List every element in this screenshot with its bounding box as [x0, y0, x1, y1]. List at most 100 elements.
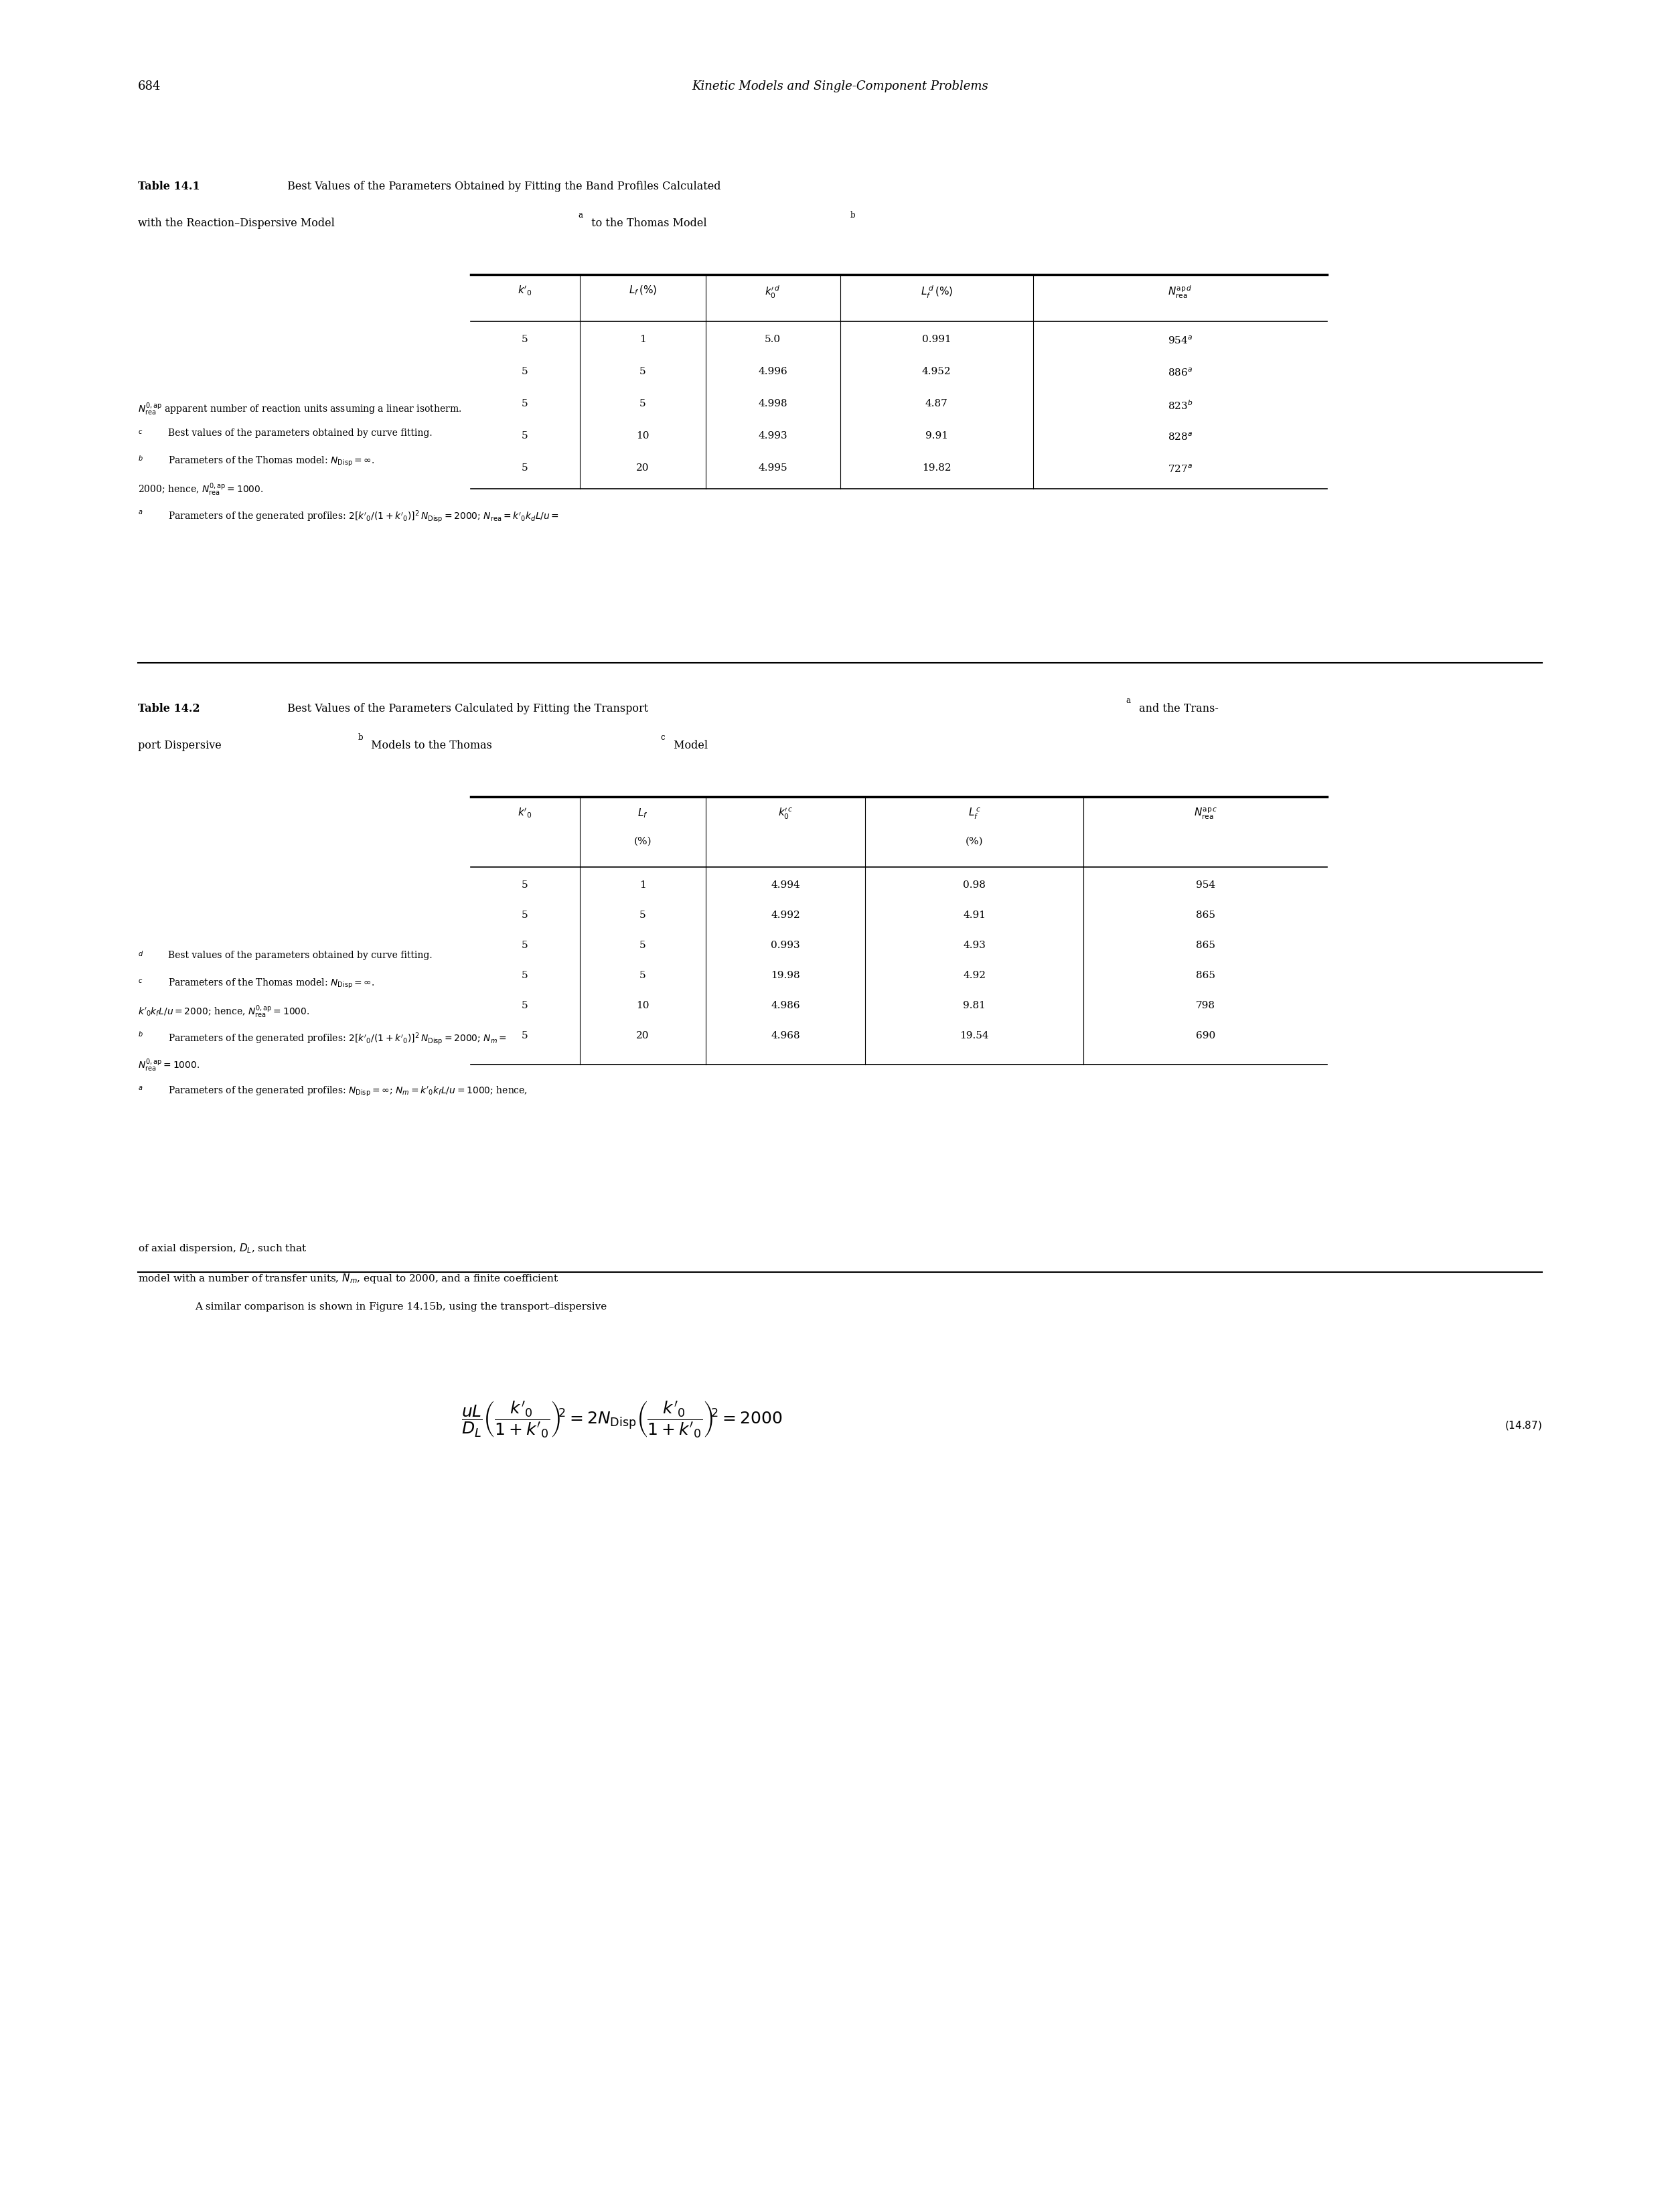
- Text: 4.92: 4.92: [963, 971, 986, 980]
- Text: 10: 10: [637, 431, 648, 440]
- Text: $^{c}$: $^{c}$: [138, 978, 143, 987]
- Text: 5: 5: [522, 368, 528, 376]
- Text: 954$^{a}$: 954$^{a}$: [1168, 335, 1193, 346]
- Text: $k'_0$: $k'_0$: [517, 284, 533, 298]
- Text: c: c: [660, 733, 665, 742]
- Text: 5.0: 5.0: [764, 335, 781, 344]
- Text: 798: 798: [1196, 1000, 1215, 1011]
- Text: $^{d}$: $^{d}$: [138, 952, 143, 961]
- Text: (%): (%): [966, 836, 983, 847]
- Text: Models to the Thomas: Models to the Thomas: [368, 740, 492, 750]
- Text: 9.91: 9.91: [926, 431, 948, 440]
- Text: 20: 20: [637, 1031, 648, 1041]
- Text: 2000; hence, $N_{\rm rea}^{0,\rm ap}=1000$.: 2000; hence, $N_{\rm rea}^{0,\rm ap}=100…: [138, 481, 264, 497]
- Text: (%): (%): [633, 836, 652, 847]
- Text: $k'_0$: $k'_0$: [517, 807, 533, 820]
- Text: 4.992: 4.992: [771, 910, 800, 919]
- Text: $^{a}$: $^{a}$: [138, 510, 143, 519]
- Text: Table 14.2: Table 14.2: [138, 702, 200, 713]
- Text: Table 14.1: Table 14.1: [138, 182, 200, 193]
- Text: 5: 5: [640, 941, 645, 950]
- Text: $L_f^{\,d}\,(\%)$: $L_f^{\,d}\,(\%)$: [921, 284, 953, 300]
- Text: 4.986: 4.986: [771, 1000, 800, 1011]
- Text: 5: 5: [522, 431, 528, 440]
- Text: 5: 5: [640, 971, 645, 980]
- Text: 4.91: 4.91: [963, 910, 986, 919]
- Text: of axial dispersion, $D_L$, such that: of axial dispersion, $D_L$, such that: [138, 1243, 307, 1254]
- Text: $^{b}$: $^{b}$: [138, 1031, 143, 1041]
- Text: 5: 5: [522, 941, 528, 950]
- Text: 0.991: 0.991: [922, 335, 951, 344]
- Text: 10: 10: [637, 1000, 648, 1011]
- Text: 0.98: 0.98: [963, 880, 986, 891]
- Text: 4.968: 4.968: [771, 1031, 800, 1041]
- Text: Parameters of the generated profiles: $N_{\rm Disp}=\infty$; $N_m=k'_0k_fL/u=100: Parameters of the generated profiles: $N…: [168, 1085, 528, 1098]
- Text: a: a: [1126, 696, 1131, 705]
- Text: 9.81: 9.81: [963, 1000, 986, 1011]
- Text: 5: 5: [522, 880, 528, 891]
- Text: b: b: [850, 210, 855, 219]
- Text: Kinetic Models and Single-Component Problems: Kinetic Models and Single-Component Prob…: [692, 81, 988, 92]
- Text: 823$^{b}$: 823$^{b}$: [1168, 398, 1193, 411]
- Text: Parameters of the Thomas model: $N_{\rm Disp}=\infty$.: Parameters of the Thomas model: $N_{\rm …: [168, 978, 375, 991]
- Text: 5: 5: [522, 1031, 528, 1041]
- Text: a: a: [578, 210, 583, 219]
- Text: $N_{\rm rea}^{0,\rm ap}=1000$.: $N_{\rm rea}^{0,\rm ap}=1000$.: [138, 1057, 200, 1074]
- Text: 4.87: 4.87: [926, 398, 948, 409]
- Text: 5: 5: [522, 335, 528, 344]
- Text: $k_0^{\prime\,d}$: $k_0^{\prime\,d}$: [764, 284, 781, 300]
- Text: 865: 865: [1196, 941, 1215, 950]
- Text: 19.54: 19.54: [959, 1031, 990, 1041]
- Text: 865: 865: [1196, 971, 1215, 980]
- Text: 1: 1: [640, 335, 645, 344]
- Text: b: b: [358, 733, 363, 742]
- Text: port Dispersive: port Dispersive: [138, 740, 222, 750]
- Text: 727$^{a}$: 727$^{a}$: [1168, 464, 1193, 475]
- Text: 954: 954: [1196, 880, 1215, 891]
- Text: 20: 20: [637, 464, 648, 473]
- Text: $^{c}$: $^{c}$: [138, 429, 143, 438]
- Text: $\dfrac{uL}{D_L}\left(\dfrac{k'_0}{1+k'_0}\right)^{\!\!2}= 2N_{\rm Disp}\left(\d: $\dfrac{uL}{D_L}\left(\dfrac{k'_0}{1+k'_…: [460, 1400, 783, 1440]
- Text: to the Thomas Model: to the Thomas Model: [588, 217, 707, 230]
- Text: 5: 5: [522, 398, 528, 409]
- Text: Best Values of the Parameters Obtained by Fitting the Band Profiles Calculated: Best Values of the Parameters Obtained b…: [284, 182, 721, 193]
- Text: 4.998: 4.998: [758, 398, 788, 409]
- Text: 5: 5: [640, 368, 645, 376]
- Text: $k'_0k_fL/u=2000$; hence, $N_{\rm rea}^{0,\rm ap}=1000$.: $k'_0k_fL/u=2000$; hence, $N_{\rm rea}^{…: [138, 1004, 309, 1020]
- Text: Parameters of the generated profiles: $2[k'_0/(1+k'_0)]^2\,N_{\rm Disp}=2000$; $: Parameters of the generated profiles: $2…: [168, 510, 559, 525]
- Text: 828$^{a}$: 828$^{a}$: [1168, 431, 1193, 442]
- Text: $^{a}$: $^{a}$: [138, 1085, 143, 1094]
- Text: Parameters of the Thomas model: $N_{\rm Disp}=\infty$.: Parameters of the Thomas model: $N_{\rm …: [168, 455, 375, 468]
- Text: A similar comparison is shown in Figure 14.15b, using the transport–dispersive: A similar comparison is shown in Figure …: [195, 1302, 606, 1311]
- Text: $L_f^{\,c}$: $L_f^{\,c}$: [968, 807, 981, 820]
- Text: $(14.87)$: $(14.87)$: [1505, 1420, 1542, 1431]
- Text: and the Trans-: and the Trans-: [1136, 702, 1218, 713]
- Text: 684: 684: [138, 81, 161, 92]
- Text: Best values of the parameters obtained by curve fitting.: Best values of the parameters obtained b…: [168, 429, 432, 438]
- Text: 5: 5: [522, 910, 528, 919]
- Text: 4.996: 4.996: [758, 368, 788, 376]
- Text: $k_0^{\prime\,c}$: $k_0^{\prime\,c}$: [778, 807, 793, 820]
- Text: $L_f$: $L_f$: [637, 807, 648, 818]
- Text: 4.93: 4.93: [963, 941, 986, 950]
- Text: Model: Model: [670, 740, 707, 750]
- Text: $^{b}$: $^{b}$: [138, 455, 143, 464]
- Text: 886$^{a}$: 886$^{a}$: [1168, 368, 1193, 379]
- Text: $L_f\,(\%)$: $L_f\,(\%)$: [628, 284, 657, 298]
- Text: 865: 865: [1196, 910, 1215, 919]
- Text: model with a number of transfer units, $N_m$, equal to 2000, and a finite coeffi: model with a number of transfer units, $…: [138, 1271, 559, 1284]
- Text: 690: 690: [1196, 1031, 1215, 1041]
- Text: 4.995: 4.995: [758, 464, 788, 473]
- Text: 19.98: 19.98: [771, 971, 800, 980]
- Text: 5: 5: [522, 971, 528, 980]
- Text: Parameters of the generated profiles: $2[k'_0/(1+k'_0)]^2\,N_{\rm Disp}=2000$; $: Parameters of the generated profiles: $2…: [168, 1031, 507, 1046]
- Text: with the Reaction–Dispersive Model: with the Reaction–Dispersive Model: [138, 217, 334, 230]
- Text: 0.993: 0.993: [771, 941, 800, 950]
- Text: 5: 5: [640, 910, 645, 919]
- Text: 1: 1: [640, 880, 645, 891]
- Text: 5: 5: [640, 398, 645, 409]
- Text: $N_{\rm rea}^{{\rm ap}\,c}$: $N_{\rm rea}^{{\rm ap}\,c}$: [1193, 807, 1218, 820]
- Text: Best Values of the Parameters Calculated by Fitting the Transport: Best Values of the Parameters Calculated…: [284, 702, 648, 713]
- Text: $N_{\rm rea}^{0,\rm ap}$ apparent number of reaction units assuming a linear iso: $N_{\rm rea}^{0,\rm ap}$ apparent number…: [138, 403, 462, 418]
- Text: Best values of the parameters obtained by curve fitting.: Best values of the parameters obtained b…: [168, 952, 432, 961]
